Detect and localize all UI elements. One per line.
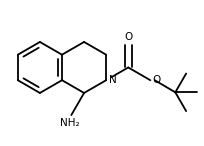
Text: N: N [109,75,116,85]
Text: NH₂: NH₂ [60,118,80,128]
Text: O: O [124,32,132,42]
Text: O: O [152,75,160,85]
